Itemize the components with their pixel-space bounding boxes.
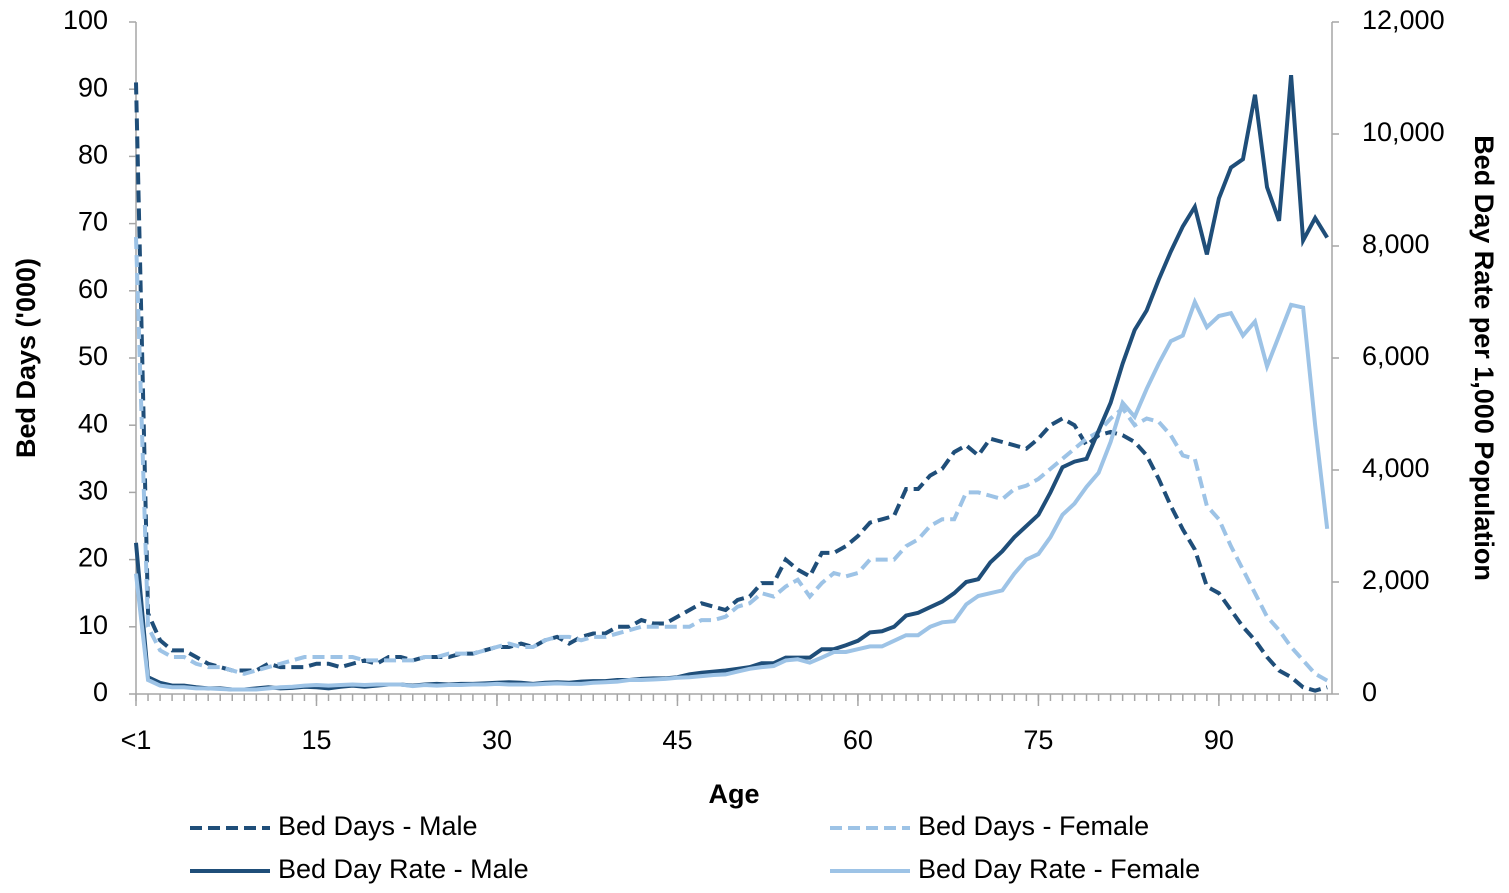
series-line	[134, 82, 1328, 693]
x-axis-title: Age	[708, 779, 759, 809]
y-tick-label: 0	[93, 677, 108, 707]
y2-tick-label: 2,000	[1362, 565, 1430, 595]
y2-tick-label: 6,000	[1362, 341, 1430, 371]
x-tick-label: 60	[843, 725, 873, 755]
y2-tick-label: 0	[1362, 677, 1377, 707]
y-tick-label: 80	[78, 140, 108, 170]
y-tick-label: 40	[78, 408, 108, 438]
x-tick-label: 45	[662, 725, 692, 755]
legend-label: Bed Day Rate - Male	[278, 854, 529, 884]
y-tick-label: 60	[78, 274, 108, 304]
x-tick-label: <1	[121, 725, 152, 755]
x-tick-label: 90	[1204, 725, 1234, 755]
y-tick-label: 70	[78, 207, 108, 237]
y2-tick-label: 8,000	[1362, 229, 1430, 259]
series-line	[134, 236, 1329, 683]
y2-tick-label: 12,000	[1362, 5, 1445, 35]
legend-label: Bed Days - Female	[918, 811, 1149, 841]
y2-tick-label: 10,000	[1362, 117, 1445, 147]
y-tick-label: 30	[78, 476, 108, 506]
y2-tick-label: 4,000	[1362, 453, 1430, 483]
y-tick-label: 90	[78, 72, 108, 102]
y-tick-label: 100	[63, 5, 108, 35]
y-tick-label: 20	[78, 543, 108, 573]
x-tick-label: 15	[301, 725, 331, 755]
y-axis-title: Bed Days ('000)	[11, 258, 41, 458]
y-tick-label: 10	[78, 610, 108, 640]
legend-label: Bed Day Rate - Female	[918, 854, 1200, 884]
x-tick-label: 75	[1023, 725, 1053, 755]
legend-label: Bed Days - Male	[278, 811, 478, 841]
series-line	[134, 296, 1330, 692]
x-tick-label: 30	[482, 725, 512, 755]
y2-axis-title: Bed Day Rate per 1,000 Population	[1469, 135, 1499, 581]
y-tick-label: 50	[78, 341, 108, 371]
series-line	[134, 75, 1329, 692]
